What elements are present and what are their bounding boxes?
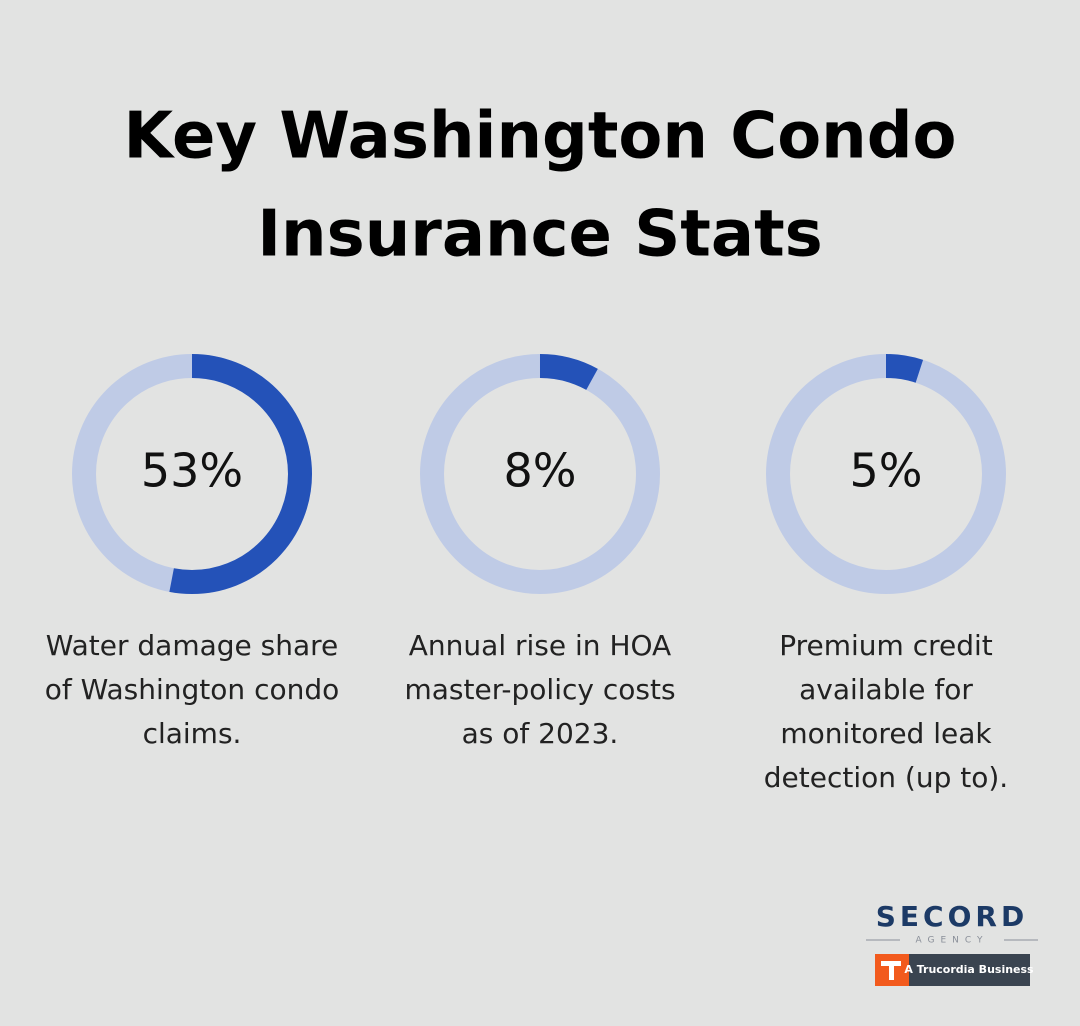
value-label: 5% bbox=[850, 444, 923, 498]
logo-icon-t bbox=[881, 961, 901, 980]
logo-sub: AGENCY bbox=[915, 936, 988, 946]
logo: SECORD AGENCY A Trucordia Business bbox=[866, 900, 1038, 986]
value-label: 8% bbox=[504, 444, 577, 498]
caption-line: as of 2023. bbox=[462, 717, 619, 750]
caption-line: claims. bbox=[143, 717, 242, 750]
donut-arc bbox=[766, 354, 1006, 594]
caption-line: available for bbox=[799, 673, 973, 706]
caption-line: Water damage share bbox=[46, 629, 339, 662]
caption-line: Premium credit bbox=[779, 629, 993, 662]
caption-line: Annual rise in HOA bbox=[409, 629, 671, 662]
donut-chart: 53% Water damage share of Washington condo… bbox=[45, 354, 340, 750]
donut-chart: 5% Premium credit available for monitored l… bbox=[764, 354, 1008, 794]
caption-line: monitored leak bbox=[780, 717, 992, 750]
title-line: Insurance Stats bbox=[257, 198, 823, 272]
caption-line: master-policy costs bbox=[404, 673, 675, 706]
logo-badge-text: A Trucordia Business bbox=[904, 963, 1034, 976]
donut-arc bbox=[420, 354, 660, 594]
donut-arc bbox=[72, 354, 312, 594]
logo-badge bbox=[909, 954, 1030, 986]
value-label: 53% bbox=[141, 444, 243, 498]
title-line: Key Washington Condo bbox=[123, 100, 956, 174]
caption-line: detection (up to). bbox=[764, 761, 1008, 794]
caption-line: of Washington condo bbox=[45, 673, 340, 706]
donut-chart: 8% Annual rise in HOA master-policy costs a… bbox=[404, 354, 676, 750]
logo-name: SECORD bbox=[876, 900, 1028, 933]
